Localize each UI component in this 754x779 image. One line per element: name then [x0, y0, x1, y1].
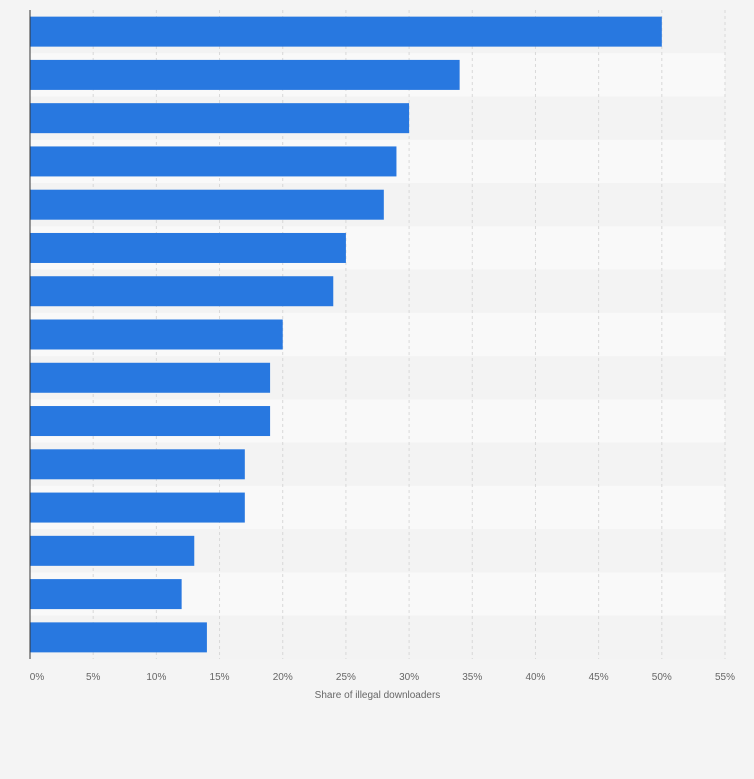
x-tick-label: 15%	[210, 672, 230, 683]
bar	[30, 146, 397, 177]
x-tick-label: 20%	[273, 672, 293, 683]
bar	[30, 535, 195, 566]
bar	[30, 59, 460, 90]
bar	[30, 189, 384, 220]
bar	[30, 103, 410, 134]
x-axis-ticks: 0% 5% 10% 15% 20% 25% 30% 35% 40% 45% 50% 55%	[30, 672, 735, 683]
x-tick-label: 5%	[86, 672, 101, 683]
x-axis-title: Share of illegal downloaders	[315, 690, 441, 701]
bar	[30, 362, 271, 393]
x-tick-label: 40%	[525, 672, 545, 683]
bar	[30, 16, 662, 47]
x-tick-label: 10%	[146, 672, 166, 683]
bars	[30, 16, 662, 653]
bar	[30, 232, 346, 263]
bar	[30, 622, 207, 653]
bar	[30, 406, 271, 437]
bar	[30, 492, 245, 523]
bar	[30, 319, 283, 350]
bar	[30, 579, 182, 610]
bar	[30, 449, 245, 480]
x-tick-label: 45%	[589, 672, 609, 683]
bar	[30, 276, 334, 307]
x-tick-label: 0%	[30, 672, 45, 683]
x-tick-label: 55%	[715, 672, 735, 683]
x-tick-label: 50%	[652, 672, 672, 683]
x-tick-label: 25%	[336, 672, 356, 683]
x-tick-label: 30%	[399, 672, 419, 683]
x-tick-label: 35%	[462, 672, 482, 683]
